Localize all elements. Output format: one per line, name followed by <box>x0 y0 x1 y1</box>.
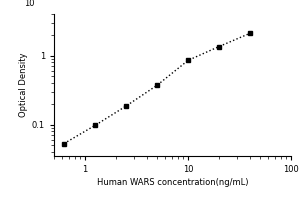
Y-axis label: Optical Density: Optical Density <box>19 53 28 117</box>
X-axis label: Human WARS concentration(ng/mL): Human WARS concentration(ng/mL) <box>97 178 248 187</box>
Text: 10: 10 <box>24 0 34 8</box>
